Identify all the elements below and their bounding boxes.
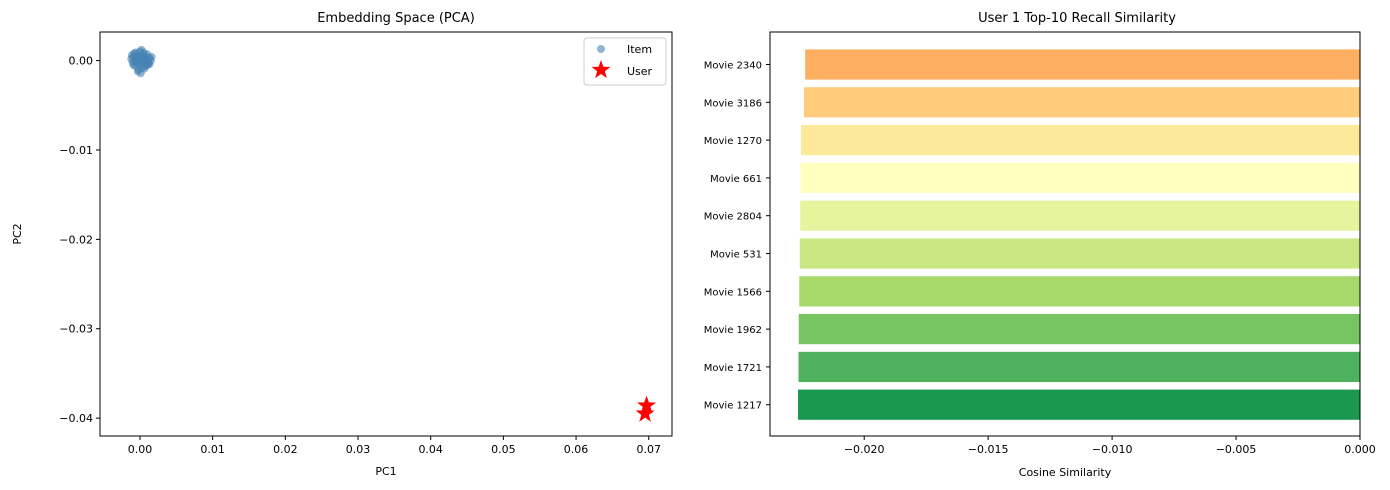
similarity-bar xyxy=(800,162,1360,193)
user-point xyxy=(637,395,657,414)
x-tick-label: −0.020 xyxy=(844,443,885,456)
similarity-bar xyxy=(803,87,1360,118)
bar-panel: User 1 Top-10 Recall Similarity −0.020 −0… xyxy=(704,11,1376,479)
movie-label: Movie 1217 xyxy=(704,401,762,412)
scatter-y-ticks: 0.00 −0.01 −0.02 −0.03 −0.04 xyxy=(59,55,100,425)
bar-title: User 1 Top-10 Recall Similarity xyxy=(978,11,1176,26)
bar-marks xyxy=(798,49,1360,420)
item-point xyxy=(147,53,156,62)
item-point xyxy=(138,56,147,65)
legend-item-label: Item xyxy=(627,43,652,56)
x-tick-label: 0.03 xyxy=(346,443,371,456)
y-tick-label: 0.00 xyxy=(69,55,94,68)
x-tick-label: 0.07 xyxy=(636,443,661,456)
user-point xyxy=(635,403,655,422)
movie-label: Movie 3186 xyxy=(704,98,762,109)
scatter-x-ticks: 0.00 0.01 0.02 0.03 0.04 0.05 0.06 0.07 xyxy=(128,436,661,456)
y-tick-label: −0.02 xyxy=(59,233,93,246)
x-tick-label: 0.04 xyxy=(418,443,443,456)
similarity-bar xyxy=(799,238,1360,269)
movie-label: Movie 2340 xyxy=(704,61,762,72)
item-point xyxy=(136,69,145,78)
scatter-x-label: PC1 xyxy=(375,465,396,478)
movie-label: Movie 1962 xyxy=(704,325,762,336)
scatter-axes-frame xyxy=(99,31,673,437)
x-tick-label: 0.000 xyxy=(1344,443,1376,456)
bar-x-ticks: −0.020 −0.015 −0.010 −0.005 0.000 xyxy=(844,436,1376,456)
scatter-panel: Embedding Space (PCA) 0.00 0.01 0.02 0.03 0.… xyxy=(11,11,673,478)
legend-user-marker xyxy=(591,60,611,79)
x-tick-label: −0.010 xyxy=(1092,443,1133,456)
legend-frame xyxy=(583,37,667,86)
movie-label: Movie 531 xyxy=(710,250,762,261)
x-tick-label: 0.06 xyxy=(564,443,589,456)
movie-label: Movie 661 xyxy=(710,174,762,185)
item-point xyxy=(131,48,140,57)
bar-x-label: Cosine Similarity xyxy=(1019,466,1112,479)
legend-item-marker xyxy=(597,45,605,53)
movie-label: Movie 2804 xyxy=(704,212,762,223)
movie-label: Movie 1721 xyxy=(704,363,762,374)
scatter-y-label: PC2 xyxy=(11,223,24,244)
x-tick-label: 0.00 xyxy=(128,443,153,456)
x-tick-label: 0.01 xyxy=(200,443,225,456)
item-point xyxy=(129,61,138,70)
bar-y-ticks: Movie 2340 Movie 3186 Movie 1270 Movie 661 M… xyxy=(704,61,770,412)
similarity-bar xyxy=(798,314,1360,345)
scatter-legend: Item User xyxy=(583,37,667,86)
movie-label: Movie 1270 xyxy=(704,136,762,147)
scatter-title: Embedding Space (PCA) xyxy=(317,11,475,26)
similarity-bar xyxy=(798,351,1360,382)
similarity-bar xyxy=(799,276,1360,307)
x-tick-label: −0.005 xyxy=(1216,443,1257,456)
similarity-bar xyxy=(800,125,1360,156)
y-tick-label: −0.01 xyxy=(59,144,93,157)
similarity-bar xyxy=(798,389,1360,420)
x-tick-label: 0.05 xyxy=(491,443,516,456)
y-tick-label: −0.04 xyxy=(59,412,93,425)
x-tick-label: −0.015 xyxy=(968,443,1009,456)
similarity-bar xyxy=(805,49,1360,80)
y-tick-label: −0.03 xyxy=(59,323,93,336)
bar-axes-frame xyxy=(769,31,1361,437)
legend-user-label: User xyxy=(627,65,653,78)
x-tick-label: 0.02 xyxy=(273,443,298,456)
scatter-marks xyxy=(127,45,657,422)
movie-label: Movie 1566 xyxy=(704,287,762,298)
item-point xyxy=(145,60,154,69)
similarity-bar xyxy=(800,200,1360,231)
